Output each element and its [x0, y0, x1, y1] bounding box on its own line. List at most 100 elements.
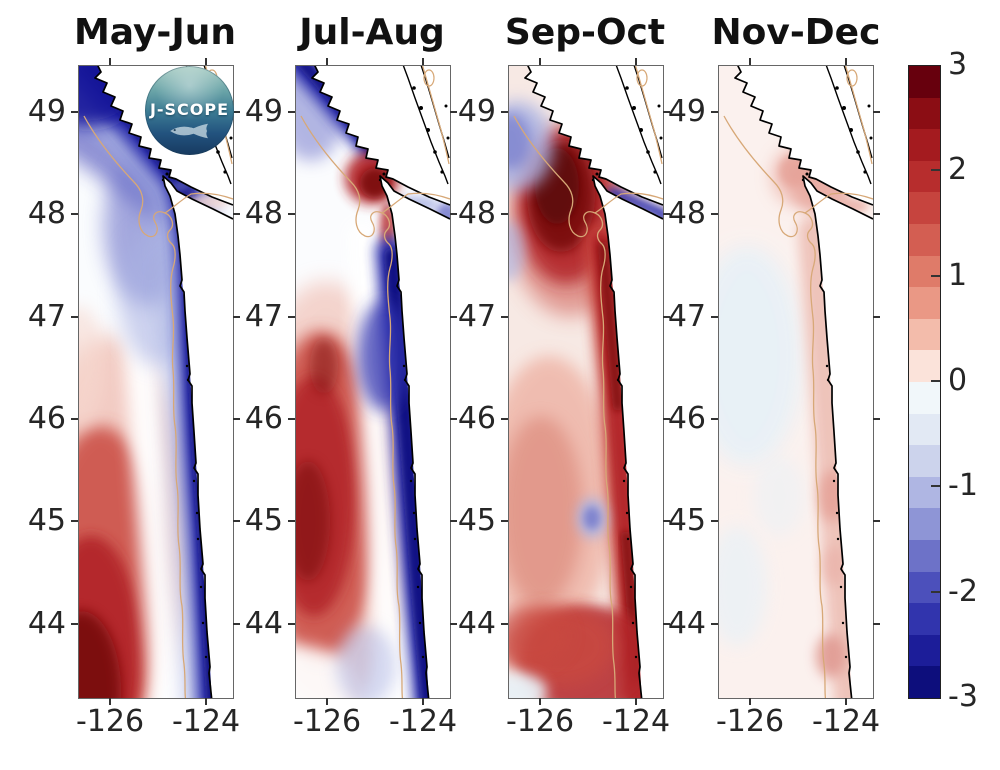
- x-tick-label: -124: [601, 704, 671, 739]
- y-tick-mark: [288, 111, 295, 113]
- colorbar-segment: [909, 97, 940, 130]
- colorbar-segment: [909, 634, 940, 667]
- y-tick-label: 48: [457, 196, 496, 231]
- y-tick-label: 46: [27, 401, 66, 436]
- y-tick-mark: [450, 111, 457, 113]
- x-tick-mark: [749, 698, 751, 705]
- y-tick-mark: [233, 111, 240, 113]
- y-tick-label: 49: [457, 94, 496, 129]
- y-tick-label: 47: [244, 299, 283, 334]
- x-tick-mark: [539, 58, 541, 65]
- y-tick-mark: [71, 418, 78, 420]
- map-panel-may-jun: [78, 65, 234, 699]
- y-tick-mark: [663, 111, 670, 113]
- colorbar-segment: [909, 445, 940, 477]
- y-tick-mark: [873, 520, 880, 522]
- x-tick-mark: [539, 698, 541, 705]
- y-tick-label: 48: [667, 196, 706, 231]
- colorbar-tick-mark: [931, 590, 940, 593]
- y-tick-label: 44: [667, 606, 706, 641]
- panel-title-may-jun: May-Jun: [73, 12, 237, 53]
- y-tick-label: 46: [244, 401, 283, 436]
- y-tick-mark: [288, 316, 295, 318]
- x-tick-label: -126: [715, 704, 785, 739]
- y-tick-label: 45: [457, 503, 496, 538]
- colorbar-tick-label: 0: [948, 362, 968, 398]
- colorbar-segment: [909, 571, 940, 604]
- y-tick-mark: [71, 520, 78, 522]
- y-tick-label: 45: [244, 503, 283, 538]
- y-tick-mark: [450, 418, 457, 420]
- x-tick-label: -124: [171, 704, 241, 739]
- colorbar-segment: [909, 350, 940, 382]
- colorbar-segment: [909, 255, 940, 288]
- colorbar-segment: [909, 66, 940, 98]
- x-tick-mark: [326, 58, 328, 65]
- y-tick-mark: [711, 316, 718, 318]
- y-tick-mark: [71, 623, 78, 625]
- y-tick-mark: [501, 213, 508, 215]
- colorbar-segment: [909, 603, 940, 635]
- x-tick-mark: [845, 698, 847, 705]
- map-panel-sep-oct: [508, 65, 664, 699]
- y-tick-label: 49: [667, 94, 706, 129]
- colorbar-segment: [909, 160, 940, 193]
- y-tick-mark: [71, 111, 78, 113]
- y-tick-mark: [873, 316, 880, 318]
- y-tick-mark: [873, 213, 880, 215]
- y-tick-label: 45: [667, 503, 706, 538]
- y-tick-label: 47: [667, 299, 706, 334]
- y-tick-mark: [501, 623, 508, 625]
- y-tick-mark: [233, 623, 240, 625]
- y-tick-mark: [501, 418, 508, 420]
- y-tick-mark: [711, 520, 718, 522]
- y-tick-label: 47: [27, 299, 66, 334]
- x-tick-mark: [422, 698, 424, 705]
- y-tick-label: 44: [27, 606, 66, 641]
- y-tick-mark: [71, 213, 78, 215]
- x-tick-label: -126: [292, 704, 362, 739]
- colorbar-tick-label: 1: [948, 257, 968, 293]
- anomaly-map-svg: [509, 66, 663, 698]
- jscope-logo: J-SCOPE: [145, 66, 234, 155]
- x-tick-label: -126: [505, 704, 575, 739]
- colorbar-segment: [909, 287, 940, 319]
- colorbar-tick-mark: [931, 169, 940, 172]
- y-tick-mark: [501, 316, 508, 318]
- y-tick-mark: [450, 316, 457, 318]
- y-tick-label: 48: [27, 196, 66, 231]
- colorbar-tick-label: -1: [948, 468, 978, 504]
- y-tick-mark: [873, 111, 880, 113]
- colorbar-tick-mark: [931, 379, 940, 382]
- y-tick-mark: [233, 213, 240, 215]
- y-tick-label: 45: [27, 503, 66, 538]
- colorbar: [908, 65, 941, 699]
- y-tick-label: 46: [667, 401, 706, 436]
- y-tick-mark: [501, 520, 508, 522]
- y-tick-mark: [71, 316, 78, 318]
- panel-title-nov-dec: Nov-Dec: [711, 12, 881, 53]
- x-tick-mark: [326, 698, 328, 705]
- y-tick-label: 44: [457, 606, 496, 641]
- colorbar-tick-label: -2: [948, 573, 978, 609]
- x-tick-mark: [749, 58, 751, 65]
- y-tick-label: 49: [27, 94, 66, 129]
- y-tick-mark: [233, 520, 240, 522]
- y-tick-mark: [233, 316, 240, 318]
- y-tick-mark: [873, 418, 880, 420]
- colorbar-tick-label: 2: [948, 152, 968, 188]
- colorbar-tick-mark: [931, 274, 940, 277]
- y-tick-mark: [663, 316, 670, 318]
- x-tick-mark: [422, 58, 424, 65]
- x-tick-mark: [205, 698, 207, 705]
- colorbar-segment: [909, 476, 940, 509]
- y-tick-mark: [711, 111, 718, 113]
- y-tick-mark: [450, 623, 457, 625]
- y-tick-mark: [711, 418, 718, 420]
- y-tick-mark: [663, 520, 670, 522]
- colorbar-segment: [909, 223, 940, 256]
- y-tick-label: 44: [244, 606, 283, 641]
- colorbar-segment: [909, 129, 940, 161]
- y-tick-mark: [288, 520, 295, 522]
